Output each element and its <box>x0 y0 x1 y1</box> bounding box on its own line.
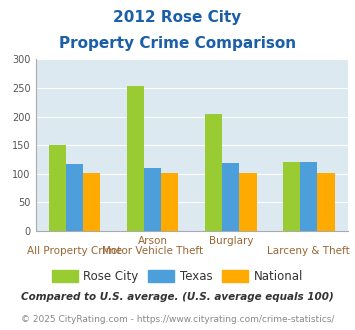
Bar <box>66 163 83 231</box>
Legend: Rose City, Texas, National: Rose City, Texas, National <box>47 265 308 287</box>
Bar <box>222 163 239 231</box>
Bar <box>83 173 100 231</box>
Text: Compared to U.S. average. (U.S. average equals 100): Compared to U.S. average. (U.S. average … <box>21 292 334 302</box>
Bar <box>300 162 317 231</box>
Text: All Property Crime: All Property Crime <box>27 246 122 256</box>
Text: Motor Vehicle Theft: Motor Vehicle Theft <box>102 246 203 256</box>
Text: Burglary: Burglary <box>208 236 253 246</box>
Bar <box>205 114 222 231</box>
Text: Arson: Arson <box>138 236 168 246</box>
Bar <box>127 86 144 231</box>
Text: Larceny & Theft: Larceny & Theft <box>267 246 350 256</box>
Bar <box>239 173 257 231</box>
Bar <box>283 162 300 231</box>
Bar <box>317 173 335 231</box>
Text: Property Crime Comparison: Property Crime Comparison <box>59 36 296 51</box>
Bar <box>49 145 66 231</box>
Bar <box>161 173 179 231</box>
Text: © 2025 CityRating.com - https://www.cityrating.com/crime-statistics/: © 2025 CityRating.com - https://www.city… <box>21 315 334 324</box>
Bar <box>144 168 161 231</box>
Text: 2012 Rose City: 2012 Rose City <box>113 10 242 25</box>
